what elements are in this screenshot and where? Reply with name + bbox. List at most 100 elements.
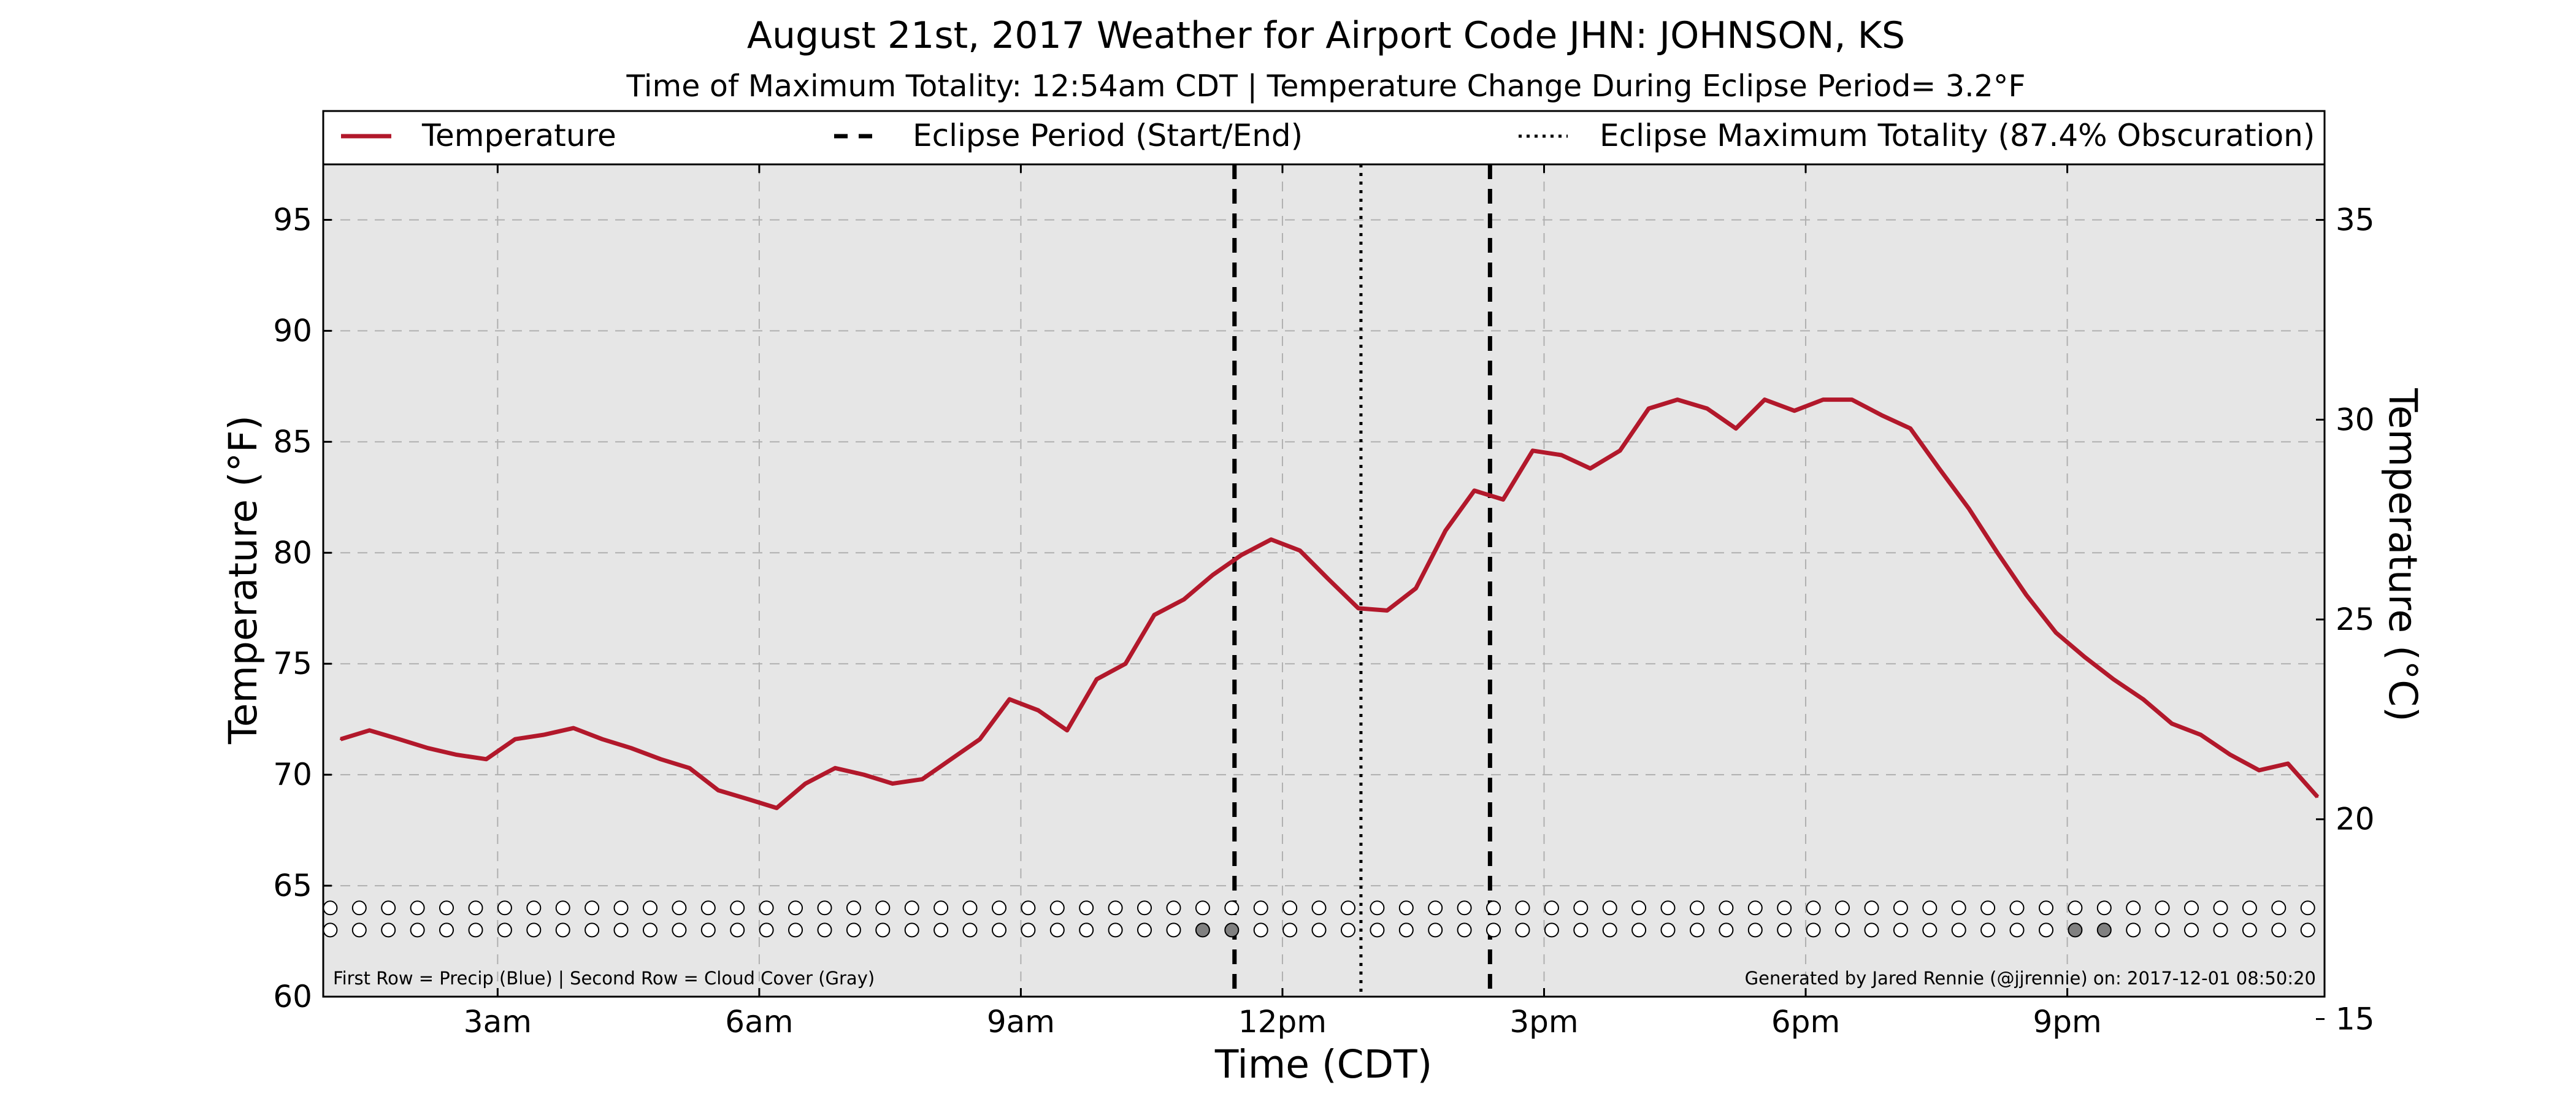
cloud-cover-marker	[1049, 922, 1065, 938]
precip-marker	[1079, 900, 1094, 916]
cloud-cover-marker	[643, 922, 657, 938]
temperature-point	[804, 783, 807, 785]
precip-marker	[2184, 900, 2199, 916]
cloud-cover-marker	[1108, 922, 1123, 938]
cloud-cover-marker	[1922, 922, 1938, 938]
cloud-cover-marker	[351, 922, 367, 938]
cloud-cover-marker	[2096, 922, 2112, 938]
cloud-cover-marker	[1777, 922, 1792, 938]
x-axis-label: Time (CDT)	[1214, 1042, 1432, 1087]
cloud-cover-marker	[2184, 922, 2199, 938]
y-tick-label-right: 20	[2336, 802, 2375, 837]
cloud-cover-marker	[1282, 922, 1298, 938]
temperature-point	[863, 773, 865, 776]
cloud-cover-marker	[817, 922, 832, 938]
cloud-cover-marker	[1631, 922, 1647, 938]
temperature-point	[1502, 498, 1505, 500]
y-tick-label-left: 75	[273, 646, 312, 681]
temperature-point	[1850, 399, 1853, 401]
temperature-point	[1473, 489, 1476, 492]
cloud-cover-marker	[962, 922, 978, 938]
temperature-point	[1153, 614, 1156, 616]
cloud-cover-marker	[2242, 922, 2257, 938]
precip-marker	[1544, 900, 1559, 916]
precip-marker	[1195, 900, 1210, 916]
temperature-point	[950, 758, 953, 761]
precip-marker	[1398, 900, 1414, 916]
cloud-cover-marker	[1486, 922, 1501, 938]
temperature-series	[339, 397, 2320, 810]
x-tick-label: 3pm	[1509, 1004, 1578, 1040]
cloud-cover-marker	[468, 922, 483, 938]
precip-marker	[788, 900, 803, 916]
temperature-point	[2287, 762, 2289, 765]
legend-maximum-totality-label: Eclipse Maximum Totality (87.4% Obscurat…	[1600, 118, 2315, 153]
temperature-point	[1211, 574, 1214, 576]
precip-marker	[1777, 900, 1792, 916]
x-tick-label: 6pm	[1771, 1004, 1840, 1040]
temperature-point	[659, 758, 662, 761]
precip-marker	[2068, 900, 2083, 916]
legend-box	[322, 110, 2326, 166]
temperature-point	[1938, 467, 1941, 470]
cloud-cover-marker	[1747, 922, 1763, 938]
eclipse-lines	[1232, 164, 1492, 997]
precip-marker	[1428, 900, 1443, 916]
temperature-point	[2112, 678, 2115, 680]
precip-marker	[1282, 900, 1298, 916]
temperature-point	[2229, 754, 2231, 756]
cloud-cover-marker	[1719, 922, 1734, 938]
cloud-cover-marker	[1428, 922, 1443, 938]
temperature-point	[2317, 795, 2319, 798]
precip-marker	[1980, 900, 1996, 916]
plot-area: 3am 6am 9am 12pm 3pm 6pm 9pm 60 65 70 75 80 85 90 95 15…	[273, 163, 2375, 1040]
temperature-point	[2258, 769, 2260, 772]
cloud-cover-marker	[323, 922, 338, 938]
y-tick-label-right: 15	[2336, 1001, 2375, 1037]
cloud-cover-marker	[1311, 922, 1327, 938]
cloud-cover-marker	[1835, 922, 1850, 938]
cloud-cover-marker	[1573, 922, 1589, 938]
temperature-point	[456, 754, 458, 756]
cloud-cover-marker	[2155, 922, 2170, 938]
cloud-cover-marker	[526, 922, 542, 938]
temperature-point	[1706, 407, 1708, 410]
precip-marker	[1864, 900, 1879, 916]
chart-title: August 21st, 2017 Weather for Airport Co…	[747, 14, 1905, 57]
temperature-point	[368, 729, 370, 732]
precip-marker	[2213, 900, 2228, 916]
precip-marker	[1311, 900, 1327, 916]
cloud-cover-marker	[585, 922, 600, 938]
cloud-cover-marker	[1893, 922, 1908, 938]
precip-marker	[1806, 900, 1821, 916]
temperature-point	[1589, 467, 1592, 470]
y-tick-label-left: 95	[273, 202, 312, 237]
temperature-point	[775, 807, 778, 809]
cloud-cover-marker	[2009, 922, 2025, 938]
temperature-point	[1560, 454, 1563, 456]
cloud-cover-marker	[1980, 922, 1996, 938]
temperature-point	[1822, 399, 1824, 401]
precip-marker	[1515, 900, 1530, 916]
precip-marker	[410, 900, 425, 916]
temperature-point	[891, 783, 894, 785]
temperature-point	[1763, 399, 1766, 401]
temperature-point	[1444, 529, 1447, 532]
precip-marker	[1108, 900, 1123, 916]
temperature-point	[1066, 729, 1068, 732]
temperature-point	[1270, 539, 1272, 541]
temperature-point	[572, 727, 575, 729]
cloud-cover-marker	[875, 922, 891, 938]
cloud-cover-marker	[1864, 922, 1879, 938]
precip-marker	[1486, 900, 1501, 916]
cloud-cover-marker	[1079, 922, 1094, 938]
cloud-cover-marker	[2126, 922, 2141, 938]
cloud-cover-marker	[2271, 922, 2287, 938]
precip-marker	[1341, 900, 1355, 916]
footnote-left: First Row = Precip (Blue) | Second Row =…	[333, 968, 875, 989]
cloud-cover-marker	[933, 922, 949, 938]
precip-marker	[672, 900, 687, 916]
precip-marker	[1021, 900, 1036, 916]
temperature-point	[601, 738, 604, 740]
plot-frame	[322, 163, 2326, 998]
